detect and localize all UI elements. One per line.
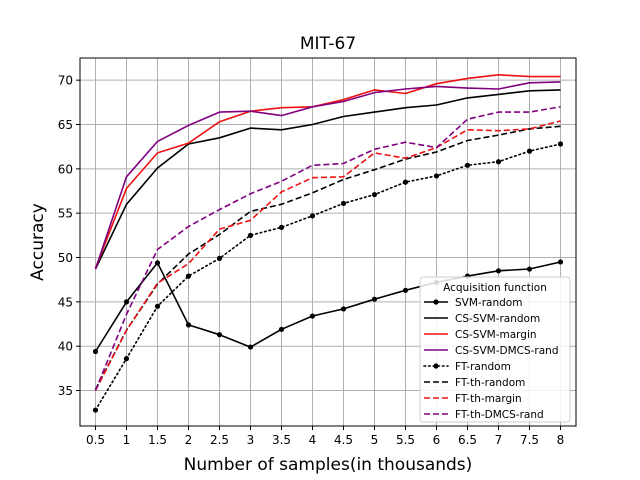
legend-box bbox=[419, 276, 571, 423]
series-line-cs-svm-margin bbox=[94, 74, 561, 269]
x-tick-label: 7.5 bbox=[520, 433, 539, 447]
data-point-ft-random bbox=[309, 213, 316, 219]
legend-label-ft-th-margin: FT-th-margin bbox=[455, 393, 522, 405]
x-tick-label: 0.5 bbox=[86, 433, 105, 447]
data-point-svm-random bbox=[495, 268, 502, 274]
x-tick-label: 4.5 bbox=[334, 433, 353, 447]
y-tick-label: 50 bbox=[58, 251, 73, 265]
legend-label-cs-svm-margin: CS-SVM-margin bbox=[455, 329, 537, 341]
legend-label-ft-th-dmcs-rand: FT-th-DMCS-rand bbox=[455, 409, 544, 421]
data-point-svm-random bbox=[309, 313, 316, 319]
x-tick-label: 2 bbox=[185, 433, 193, 447]
series-line-svm-random bbox=[94, 261, 561, 352]
x-tick-label: 4 bbox=[309, 433, 317, 447]
series-line-cs-svm-random bbox=[94, 89, 561, 270]
y-tick-label: 55 bbox=[58, 207, 73, 221]
x-tick-label: 7 bbox=[495, 433, 503, 447]
data-point-ft-random bbox=[340, 200, 347, 207]
legend-label-svm-random: SVM-random bbox=[455, 297, 522, 309]
chart-title: MIT-67 bbox=[300, 34, 356, 54]
data-point-ft-random bbox=[247, 232, 254, 238]
data-point-svm-random bbox=[154, 260, 161, 266]
y-tick-label: 60 bbox=[58, 162, 73, 176]
data-point-svm-random bbox=[557, 259, 564, 265]
x-tick-label: 8 bbox=[557, 433, 565, 447]
legend-label-cs-svm-random: CS-SVM-random bbox=[455, 313, 540, 325]
x-tick-label: 3 bbox=[247, 433, 255, 447]
data-point-ft-random bbox=[495, 159, 502, 165]
data-point-ft-random bbox=[216, 255, 223, 262]
data-point-ft-random bbox=[92, 407, 99, 413]
data-point-svm-random bbox=[92, 348, 99, 355]
y-tick-label: 65 bbox=[58, 118, 73, 132]
plot-frame bbox=[79, 57, 577, 427]
y-tick-label: 35 bbox=[58, 384, 73, 398]
legend-title: Acquisition function bbox=[443, 282, 547, 294]
x-tick-label: 5 bbox=[371, 433, 379, 447]
data-point-ft-random bbox=[123, 356, 130, 362]
data-point-ft-random bbox=[433, 173, 440, 179]
x-tick-label: 3.5 bbox=[272, 433, 291, 447]
legend-label-ft-random: FT-random bbox=[455, 361, 511, 373]
data-point-ft-random bbox=[371, 191, 378, 198]
y-tick-label: 45 bbox=[58, 295, 73, 309]
data-point-ft-random bbox=[557, 141, 564, 147]
data-point-ft-random bbox=[278, 224, 285, 230]
data-point-svm-random bbox=[278, 326, 285, 332]
x-axis-label: Number of samples(in thousands) bbox=[184, 455, 473, 475]
x-tick-label: 1 bbox=[123, 433, 131, 447]
series-line-ft-th-random bbox=[94, 125, 561, 390]
y-axis-ticks: 35 40 45 50 55 60 65 70 bbox=[58, 74, 80, 398]
x-tick-label: 6 bbox=[433, 433, 441, 447]
x-axis-ticks: 0.5 1 1.5 2 2.5 3 3.5 4 4.5 5 5.5 6 6.5 7 7.5 8 bbox=[86, 426, 564, 447]
data-point-ft-random bbox=[464, 162, 471, 168]
x-tick-label: 1.5 bbox=[148, 433, 167, 447]
data-point-svm-random bbox=[371, 296, 378, 302]
y-tick-label: 40 bbox=[58, 340, 73, 354]
data-point-svm-random bbox=[216, 332, 223, 338]
data-point-svm-random bbox=[247, 344, 254, 350]
series-line-ft-random bbox=[94, 143, 562, 411]
legend-label-cs-svm-dmcs-rand: CS-SVM-DMCS-rand bbox=[455, 345, 558, 357]
y-tick-label: 70 bbox=[58, 74, 73, 88]
series-line-ft-th-dmcs-rand bbox=[94, 106, 561, 391]
data-point-ft-random bbox=[154, 303, 161, 309]
legend-label-ft-th-random: FT-th-random bbox=[455, 377, 525, 389]
data-point-ft-random bbox=[526, 148, 533, 154]
legend-marker-svm-random bbox=[433, 299, 439, 305]
x-tick-label: 2.5 bbox=[210, 433, 229, 447]
data-point-ft-random bbox=[185, 273, 192, 279]
series-line-cs-svm-dmcs-rand bbox=[94, 81, 561, 270]
data-point-svm-random bbox=[340, 306, 347, 312]
data-point-svm-random bbox=[402, 287, 409, 293]
y-axis-label: Accuracy bbox=[28, 203, 48, 281]
x-tick-label: 6.5 bbox=[458, 433, 477, 447]
legend-marker-ft-random bbox=[433, 363, 439, 369]
series-lines bbox=[92, 74, 564, 413]
data-point-svm-random bbox=[123, 299, 130, 305]
data-point-svm-random bbox=[185, 322, 192, 328]
data-point-svm-random bbox=[526, 266, 533, 272]
legend: Acquisition function SVM-random CS-SVM-ra… bbox=[419, 276, 571, 423]
x-tick-label: 5.5 bbox=[396, 433, 415, 447]
data-point-ft-random bbox=[402, 179, 409, 185]
